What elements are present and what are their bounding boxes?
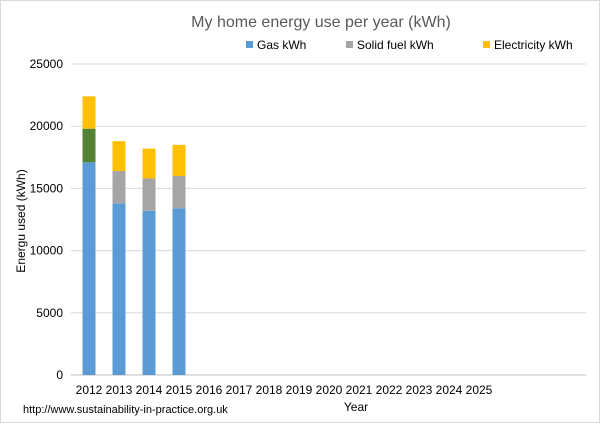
x-tick-label: 2023 [406,383,433,397]
x-tick-label: 2014 [136,383,163,397]
bar-segment [142,210,156,375]
x-tick-label: 2025 [466,383,493,397]
chart-title: My home energy use per year (kWh) [191,14,451,31]
bar-segment [82,162,96,375]
bar-segment [112,203,126,375]
bar-segment [142,148,156,179]
legend: Gas kWh Solid fuel kWh Electricity kWh [246,38,573,52]
bar-segment [112,170,126,204]
x-tick-label: 2020 [316,383,343,397]
legend-label: Electricity kWh [494,38,573,52]
bar-segment [172,144,186,176]
x-axis-label: Year [344,400,368,414]
legend-label: Solid fuel kWh [357,38,434,52]
x-tick-label: 2022 [376,383,403,397]
source-url[interactable]: http://www.sustainability-in-practice.or… [23,404,228,416]
legend-swatch [346,41,353,48]
y-tick-label: 5000 [36,306,63,320]
x-tick-label: 2018 [256,383,283,397]
y-tick-label: 20000 [30,119,64,133]
grid [71,63,586,376]
x-tick-label: 2021 [346,383,373,397]
bar-segment [142,178,156,211]
legend-swatch [483,41,490,48]
y-tick-label: 15000 [30,181,64,195]
x-axis-ticks: 2012 2013 2014 2015 2016 2017 2018 2019 2020 2021… [76,383,493,397]
bar-segment [172,175,186,209]
y-axis-ticks: 0 5000 10000 15000 20000 25000 [30,57,64,382]
bar-segment [172,208,186,375]
x-tick-label: 2012 [76,383,103,397]
bar-segment [82,128,96,163]
x-tick-label: 2017 [226,383,253,397]
y-tick-label: 25000 [30,57,64,71]
bar-segment [82,96,96,129]
bars [82,96,186,375]
x-tick-label: 2016 [196,383,223,397]
bar-segment [112,141,126,171]
x-tick-label: 2019 [286,383,313,397]
x-tick-label: 2015 [166,383,193,397]
legend-swatch [246,41,253,48]
x-tick-label: 2024 [436,383,463,397]
y-tick-label: 0 [56,368,63,382]
y-tick-label: 10000 [30,244,64,258]
legend-label: Gas kWh [257,38,306,52]
y-axis-label: Energu used (kWh) [14,169,28,272]
x-tick-label: 2013 [106,383,133,397]
